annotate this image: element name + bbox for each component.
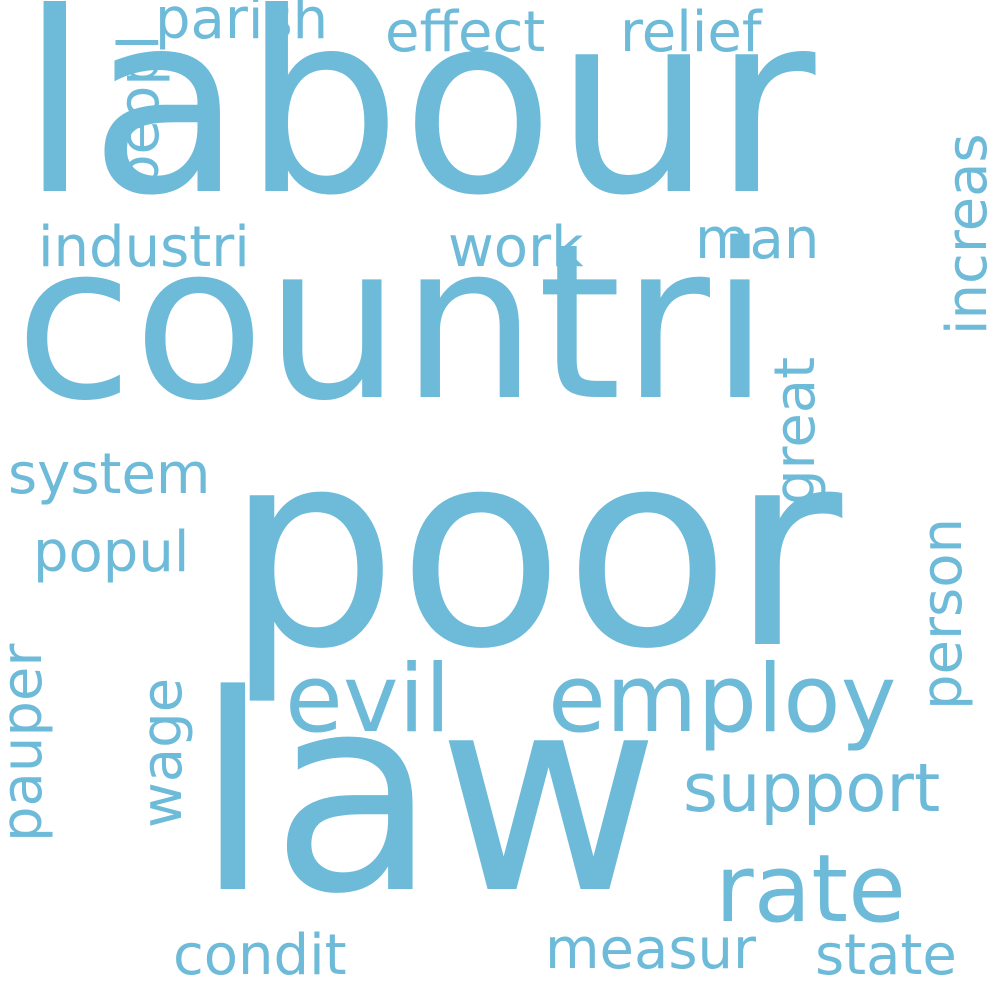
word-man: man xyxy=(695,207,820,272)
word-great: great xyxy=(763,356,828,505)
word-relief: relief xyxy=(620,0,762,65)
word-evil: evil xyxy=(285,645,451,754)
word-support: support xyxy=(683,749,941,827)
word-peopl: peopl xyxy=(107,34,172,190)
word-measur: measur xyxy=(545,917,757,982)
word-effect: effect xyxy=(385,0,546,65)
word-parish: parish xyxy=(155,0,329,52)
word-rate: rate xyxy=(715,835,906,944)
word-condit: condit xyxy=(173,923,347,988)
word-person: person xyxy=(910,518,975,710)
word-work: work xyxy=(448,215,584,280)
word-wage: wage xyxy=(130,677,195,828)
word-industri: industri xyxy=(38,215,250,280)
word-pauper: pauper xyxy=(0,643,55,842)
word-increas: increas xyxy=(935,133,1000,335)
word-state: state xyxy=(815,923,957,988)
word-employ: employ xyxy=(548,645,897,754)
word-countri: countri xyxy=(15,197,770,448)
word-labour: labour xyxy=(20,0,816,250)
word-poor: poor xyxy=(225,393,843,709)
word-popul: popul xyxy=(33,520,190,585)
word-system: system xyxy=(8,442,211,507)
word-law: law xyxy=(195,638,660,954)
